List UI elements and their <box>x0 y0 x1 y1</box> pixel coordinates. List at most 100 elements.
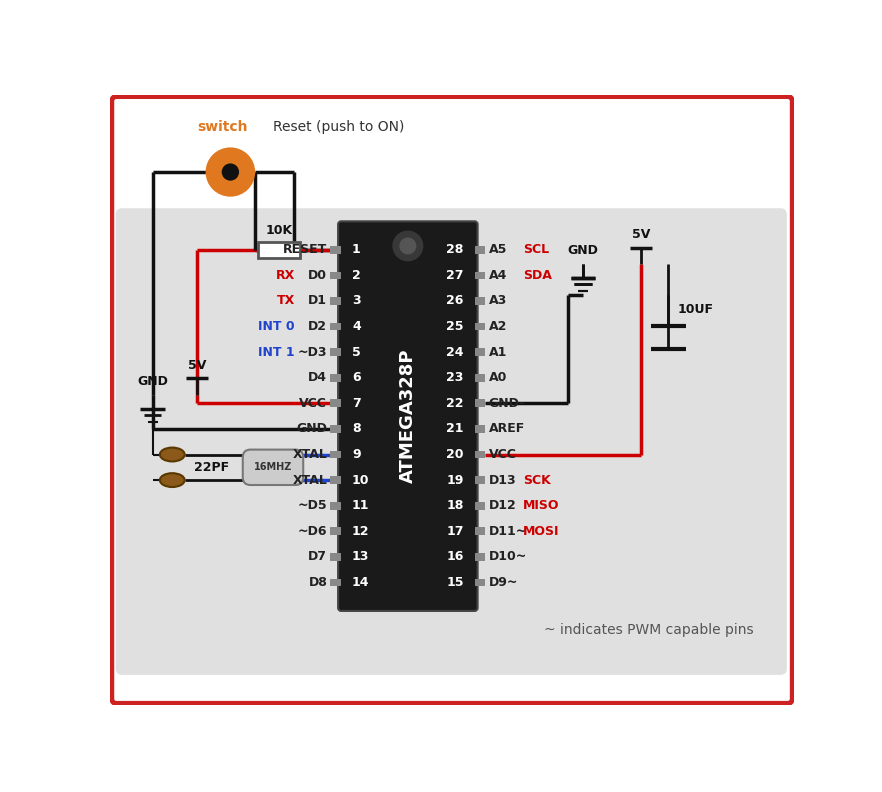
Text: 18: 18 <box>446 499 464 512</box>
Text: 8: 8 <box>352 422 361 436</box>
Bar <box>331 451 341 459</box>
Text: 2: 2 <box>352 269 361 282</box>
Text: ~ indicates PWM capable pins: ~ indicates PWM capable pins <box>544 623 754 638</box>
Text: GND: GND <box>567 244 599 257</box>
Text: 5: 5 <box>352 345 361 359</box>
Text: 16: 16 <box>446 550 464 563</box>
Bar <box>331 553 341 561</box>
Bar <box>475 476 485 484</box>
Text: D8: D8 <box>309 576 327 589</box>
Text: D10~: D10~ <box>489 550 527 563</box>
Bar <box>475 348 485 356</box>
Text: D1: D1 <box>308 295 327 307</box>
Bar <box>331 297 341 305</box>
Text: D7: D7 <box>308 550 327 563</box>
Circle shape <box>400 238 416 254</box>
Text: RESET: RESET <box>283 243 327 257</box>
Text: GND: GND <box>296 422 327 436</box>
Text: 19: 19 <box>446 474 464 486</box>
Text: 11: 11 <box>352 499 370 512</box>
Bar <box>331 246 341 253</box>
Text: switch: switch <box>198 120 248 134</box>
Text: A2: A2 <box>489 320 507 333</box>
Bar <box>475 527 485 535</box>
Text: MOSI: MOSI <box>523 525 560 538</box>
Bar <box>331 579 341 586</box>
Text: 21: 21 <box>446 422 464 436</box>
Text: 1: 1 <box>352 243 361 257</box>
Text: 20: 20 <box>446 448 464 461</box>
Text: 6: 6 <box>352 371 361 384</box>
Bar <box>331 399 341 407</box>
Text: 13: 13 <box>352 550 370 563</box>
Text: AREF: AREF <box>489 422 525 436</box>
Bar <box>475 297 485 305</box>
Text: 26: 26 <box>446 295 464 307</box>
Text: GND-: GND- <box>489 397 525 409</box>
Text: SCK: SCK <box>523 474 551 486</box>
Text: 4: 4 <box>352 320 361 333</box>
Bar <box>475 553 485 561</box>
Text: A4: A4 <box>489 269 507 282</box>
Ellipse shape <box>160 473 184 487</box>
FancyBboxPatch shape <box>243 450 303 485</box>
Bar <box>475 425 485 432</box>
Text: INT 0: INT 0 <box>258 320 295 333</box>
Text: XTAL: XTAL <box>292 474 327 486</box>
Ellipse shape <box>160 447 184 462</box>
Bar <box>331 374 341 382</box>
Text: VCC: VCC <box>489 448 516 461</box>
Bar <box>475 272 485 280</box>
Text: 22PF: 22PF <box>194 461 229 474</box>
Text: 16MHZ: 16MHZ <box>254 463 292 472</box>
Text: D0: D0 <box>308 269 327 282</box>
Text: 10: 10 <box>352 474 370 486</box>
Text: 15: 15 <box>446 576 464 589</box>
Bar <box>331 348 341 356</box>
Text: 12: 12 <box>352 525 370 538</box>
Text: A3: A3 <box>489 295 506 307</box>
Text: 25: 25 <box>446 320 464 333</box>
Text: D13: D13 <box>489 474 516 486</box>
FancyBboxPatch shape <box>112 97 792 703</box>
Text: D4: D4 <box>308 371 327 384</box>
Text: ~D5: ~D5 <box>297 499 327 512</box>
Text: 24: 24 <box>446 345 464 359</box>
Text: SDA: SDA <box>523 269 552 282</box>
Text: A0: A0 <box>489 371 507 384</box>
Text: INT 1: INT 1 <box>258 345 295 359</box>
Bar <box>331 322 341 330</box>
Text: 10K: 10K <box>265 224 292 238</box>
Text: SCL: SCL <box>523 243 549 257</box>
Text: 22: 22 <box>446 397 464 409</box>
Text: 5V: 5V <box>632 228 650 242</box>
Bar <box>475 399 485 407</box>
Text: 7: 7 <box>352 397 361 409</box>
Text: D9~: D9~ <box>489 576 518 589</box>
Text: 27: 27 <box>446 269 464 282</box>
Text: 10UF: 10UF <box>677 303 714 315</box>
Text: A1: A1 <box>489 345 507 359</box>
Circle shape <box>206 147 255 196</box>
Bar <box>258 242 300 257</box>
Bar <box>331 502 341 509</box>
Bar <box>331 527 341 535</box>
Bar <box>475 374 485 382</box>
Bar <box>331 425 341 432</box>
Text: 9: 9 <box>352 448 361 461</box>
Text: A5: A5 <box>489 243 507 257</box>
Text: D2: D2 <box>308 320 327 333</box>
Bar <box>475 502 485 509</box>
Text: ~D6: ~D6 <box>298 525 327 538</box>
Bar <box>475 451 485 459</box>
Text: XTAL: XTAL <box>292 448 327 461</box>
Bar <box>475 322 485 330</box>
Text: 14: 14 <box>352 576 370 589</box>
Circle shape <box>392 230 423 261</box>
Text: 23: 23 <box>446 371 464 384</box>
Bar <box>331 476 341 484</box>
Text: MISO: MISO <box>523 499 560 512</box>
Text: ATMEGA328P: ATMEGA328P <box>399 349 417 483</box>
Text: VCC: VCC <box>299 397 327 409</box>
Text: ~D3: ~D3 <box>298 345 327 359</box>
